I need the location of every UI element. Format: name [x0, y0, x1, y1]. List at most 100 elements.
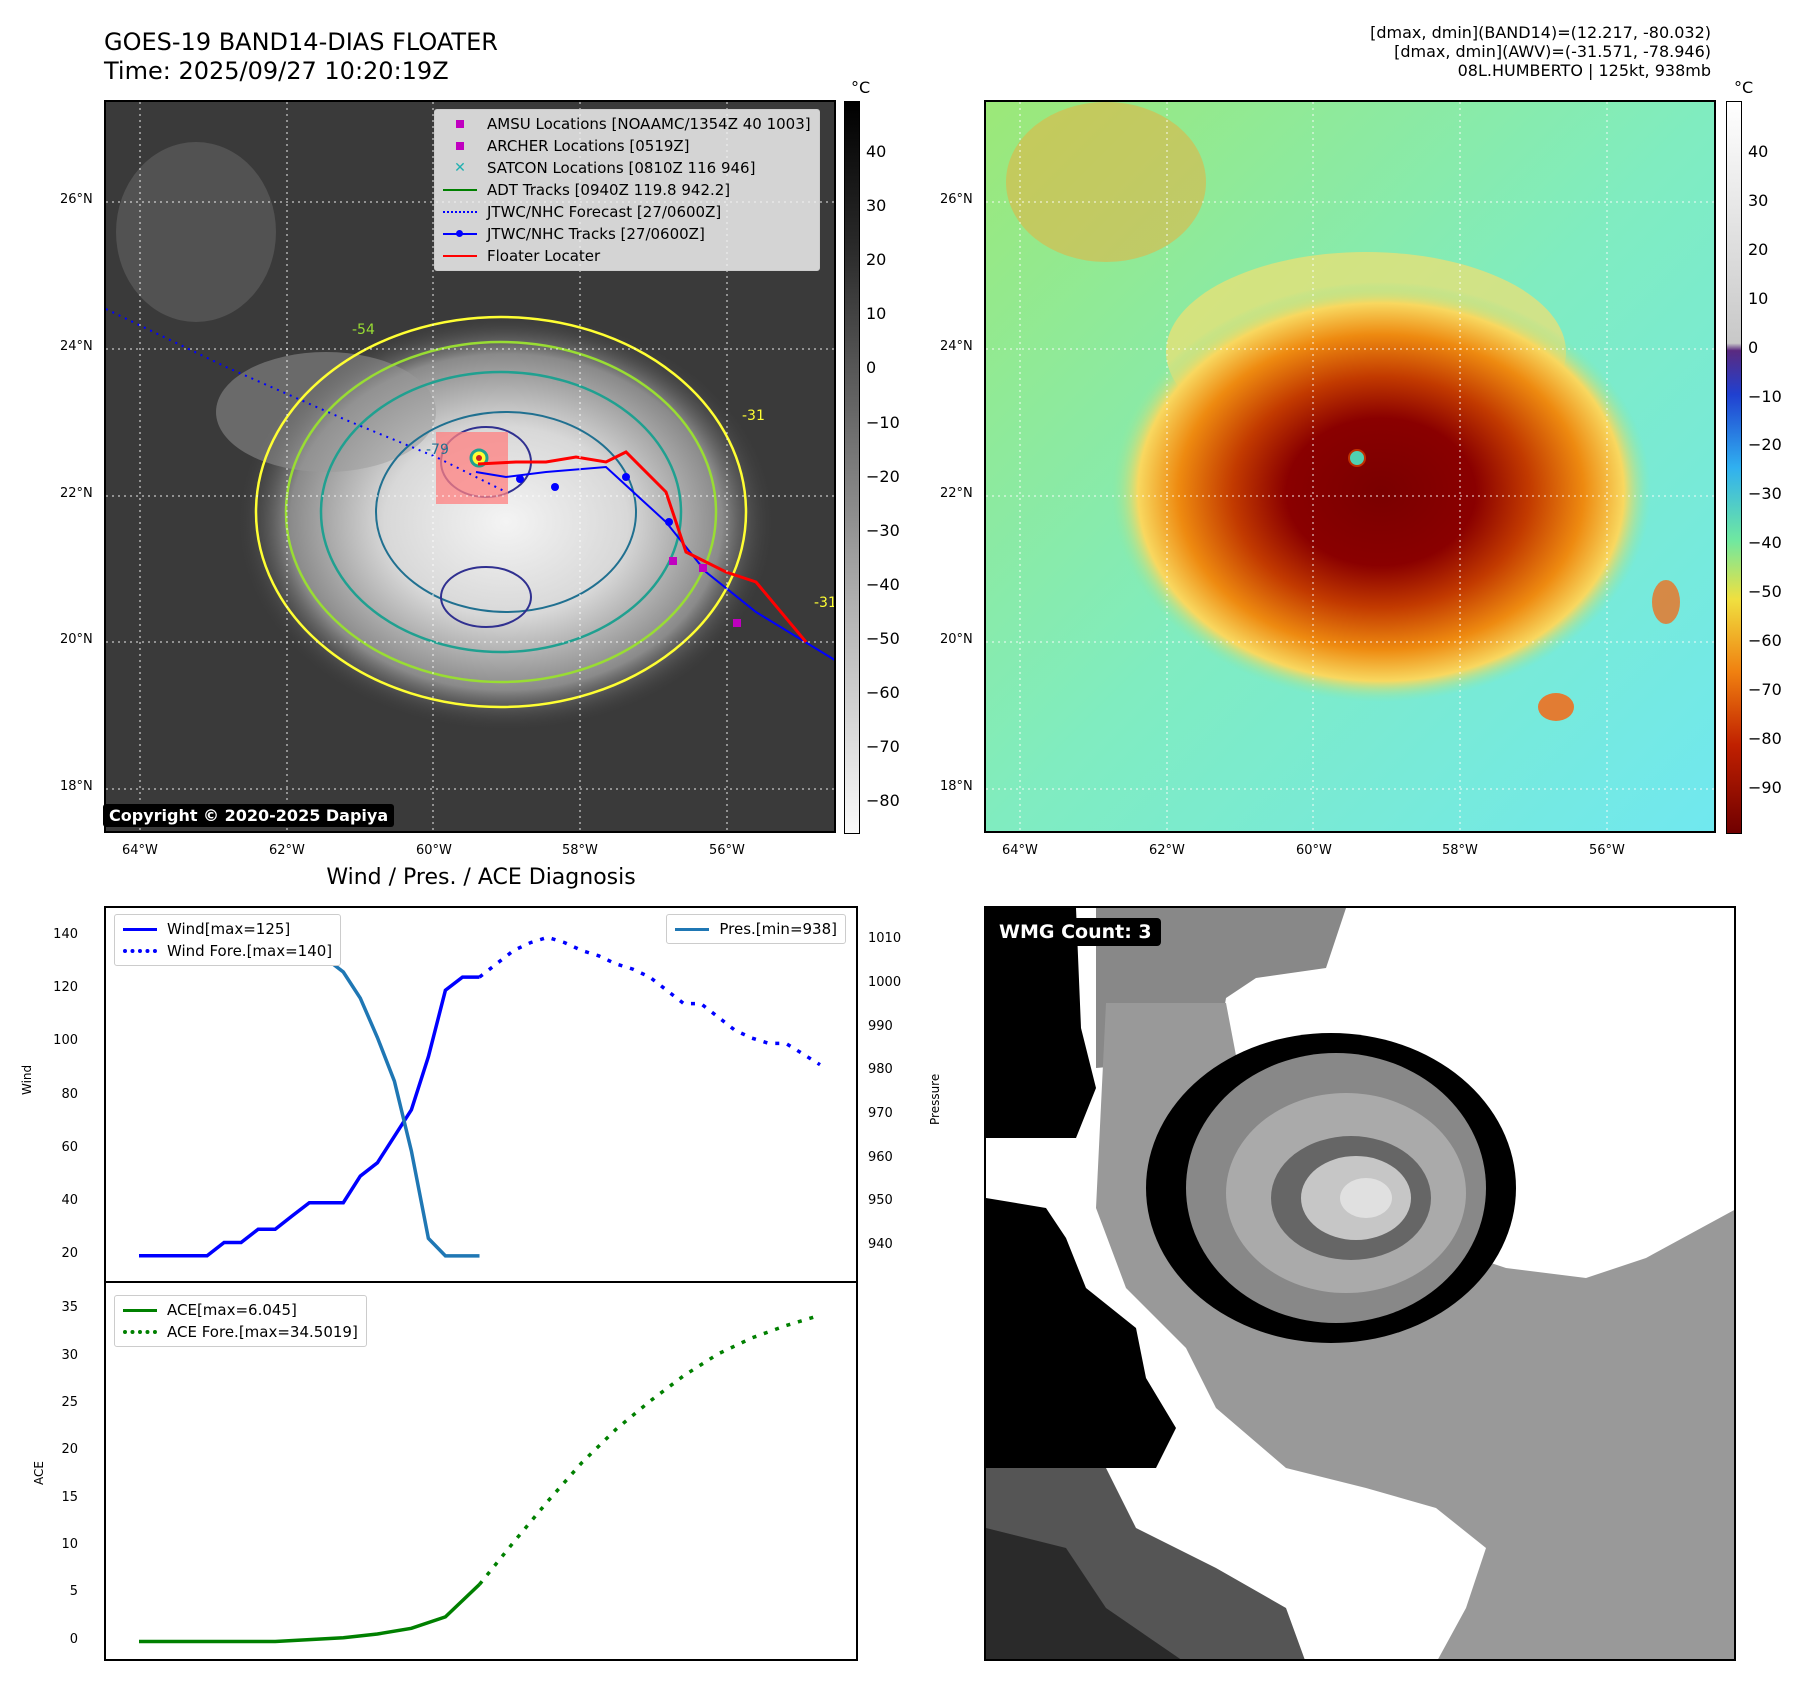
storm-info: 08L.HUMBERTO | 125kt, 938mb: [1457, 61, 1711, 80]
cb1-tick: 0: [866, 358, 877, 378]
legend-forecast: JTWC/NHC Forecast [27/0600Z]: [443, 201, 811, 223]
lat-tick: 24°N: [940, 339, 973, 354]
ace-tick: 30: [61, 1347, 78, 1363]
contour-label-79: -79: [426, 442, 449, 458]
lon-tick: 58°W: [562, 843, 598, 858]
diagnosis-title: Wind / Pres. / ACE Diagnosis: [326, 865, 636, 890]
cb1-tick: −70: [866, 737, 900, 757]
jtwc-track: [475, 465, 834, 661]
pressure-ylabel: Pressure: [928, 1073, 942, 1125]
ace-legend: ACE[max=6.045] ACE Fore.[max=34.5019]: [114, 1295, 367, 1347]
ace-panel: ACE[max=6.045] ACE Fore.[max=34.5019]: [104, 1281, 858, 1661]
legend-archer: ARCHER Locations [0519Z]: [443, 135, 811, 157]
stats-header: [dmax, dmin](BAND14)=(12.217, -80.032) […: [1370, 23, 1711, 80]
ace-tick: 10: [61, 1536, 78, 1552]
pressure-tick: 1000: [868, 975, 902, 991]
pressure-tick: 950: [868, 1193, 893, 1209]
wind-pressure-panel: Wind[max=125] Wind Fore.[max=140] Pres.[…: [104, 906, 858, 1283]
cb2-tick: −30: [1748, 484, 1782, 504]
lon-tick: 62°W: [1149, 843, 1185, 858]
cb1-tick: −30: [866, 520, 900, 540]
wind-tick: 80: [61, 1086, 78, 1102]
wmg-count-badge: WMG Count: 3: [990, 918, 1161, 946]
cb2-tick: −70: [1748, 679, 1782, 699]
legend-amsu: AMSU Locations [NOAAMC/1354Z 40 1003]: [443, 113, 811, 135]
cb2-tick: 0: [1748, 337, 1759, 357]
wind-legend: Wind[max=125] Wind Fore.[max=140]: [114, 914, 342, 966]
lat-tick: 22°N: [60, 486, 93, 501]
legend-jtwc: JTWC/NHC Tracks [27/0600Z]: [443, 223, 811, 245]
copyright-label: Copyright © 2020-2025 Dapiya: [103, 804, 395, 827]
cb1-tick: −50: [866, 628, 900, 648]
lon-tick: 64°W: [1002, 843, 1038, 858]
series-2-line: [139, 939, 480, 1258]
series-1-line: [478, 935, 821, 1067]
lat-tick: 18°N: [60, 779, 93, 794]
ace-tick: 35: [61, 1300, 78, 1316]
pressure-tick: 960: [868, 1149, 893, 1165]
cb2-tick: −60: [1748, 631, 1782, 650]
floater-track: [477, 450, 808, 643]
lon-tick: 62°W: [269, 843, 305, 858]
wind-tick: 100: [53, 1033, 78, 1049]
lon-tick: 56°W: [1589, 843, 1625, 858]
lon-tick: 58°W: [1442, 843, 1478, 858]
wind-tick: 60: [61, 1139, 78, 1155]
lon-tick: 64°W: [122, 843, 158, 858]
map2-grid: [986, 102, 1714, 831]
colorbar1-unit: °C: [851, 78, 871, 97]
pressure-tick: 970: [868, 1106, 893, 1122]
cb1-tick: −60: [866, 683, 900, 702]
cb1-tick: −40: [866, 574, 900, 594]
contour-green: [284, 340, 718, 684]
lat-tick: 18°N: [940, 779, 973, 794]
lat-tick: 22°N: [940, 486, 973, 501]
map-awv-svg: [986, 102, 1714, 831]
band14-range: [dmax, dmin](BAND14)=(12.217, -80.032): [1370, 23, 1711, 42]
wind-tick: 20: [61, 1245, 78, 1261]
ace-tick: 15: [61, 1489, 78, 1505]
pressure-tick: 940: [868, 1237, 893, 1253]
awv-range: [dmax, dmin](AWV)=(-31.571, -78.946): [1394, 42, 1711, 61]
legend-wind: Wind[max=125]: [123, 918, 332, 940]
ace-series-1-line: [478, 1313, 821, 1586]
lon-tick: 60°W: [1296, 843, 1332, 858]
floater-box: [436, 432, 508, 504]
cb1-tick: −80: [866, 791, 900, 811]
awv-eye: [1348, 449, 1366, 467]
legend-satcon: ✕ SATCON Locations [0810Z 116 946]: [454, 159, 756, 177]
map-grid: [106, 102, 834, 831]
cb1-tick: −10: [866, 412, 900, 432]
chart-title: GOES-19 BAND14-DIAS FLOATER Time: 2025/0…: [104, 28, 498, 86]
pressure-tick: 980: [868, 1062, 893, 1078]
cb2-tick: 20: [1748, 239, 1769, 259]
wmg-panel: [984, 906, 1736, 1661]
map-band14: -54 -31 -31 -79 AMSU Locations [NOAAMC/1…: [104, 100, 836, 833]
ace-tick: 0: [69, 1631, 78, 1647]
colorbar2-unit: °C: [1734, 78, 1754, 97]
contour-blue: [375, 411, 637, 613]
ace-tick: 25: [61, 1395, 78, 1411]
ace-tick: 20: [61, 1442, 78, 1458]
lat-tick: 26°N: [940, 192, 973, 207]
wind-ylabel: Wind: [20, 1064, 34, 1095]
contour-teal: [319, 370, 683, 654]
contour-label-31b: -31: [814, 595, 836, 611]
cb1-tick: 10: [866, 304, 887, 324]
lat-tick: 20°N: [940, 632, 973, 647]
ace-ylabel: ACE: [32, 1461, 46, 1485]
cb2-tick: −90: [1748, 777, 1782, 797]
contour-yellow: [254, 315, 748, 709]
legend-adt: ADT Tracks [0940Z 119.8 942.2]: [443, 179, 811, 201]
cb1-tick: 30: [866, 196, 887, 216]
map-legend: AMSU Locations [NOAAMC/1354Z 40 1003] AR…: [434, 109, 820, 271]
cb1-tick: 20: [866, 250, 887, 270]
legend-pres: Pres.[min=938]: [675, 918, 837, 940]
wind-tick: 140: [53, 927, 78, 943]
ace-tick: 5: [69, 1584, 78, 1600]
cb2-tick: 30: [1748, 190, 1769, 210]
pres-legend: Pres.[min=938]: [666, 914, 846, 944]
title-time: Time: 2025/09/27 10:20:19Z: [104, 57, 449, 85]
ace-svg: [139, 1313, 821, 1644]
series-0-line: [139, 975, 480, 1258]
